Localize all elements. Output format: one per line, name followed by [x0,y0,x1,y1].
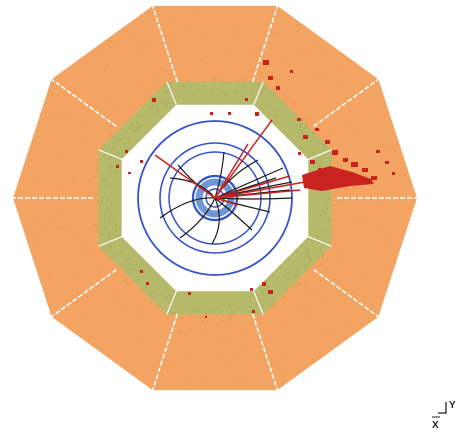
energy-deposit [152,98,156,102]
tracker-ring-inner [168,151,262,245]
energy-deposit [245,98,248,101]
inner-calorimeter-texture [93,75,340,323]
energy-deposit [290,70,293,73]
energy-deposit [371,176,377,180]
axis-tick-icon [438,402,447,414]
energy-deposit [252,310,255,313]
energy-deposit [262,282,266,286]
energy-deposit [263,60,269,65]
track [179,197,216,239]
vertex-ring-outer [191,174,239,222]
energy-deposit [297,118,301,121]
energetic-track [214,197,239,206]
jet-deposit [302,166,374,191]
axis-indicator: Y X [432,400,456,431]
energy-deposit [343,158,348,162]
track [214,151,225,199]
energetic-track [214,189,301,199]
energy-deposit [376,150,380,153]
energy-deposits [116,60,395,318]
energy-deposit [205,316,207,318]
energy-deposit [250,288,253,291]
x-axis-label: X [432,420,439,431]
track [214,197,253,231]
energetic-track [214,119,273,199]
outer-calorimeter-texture [28,13,404,387]
track [159,197,216,219]
energy-deposit [116,165,119,168]
energetic-track [154,154,216,199]
tracker-ring-middle [159,142,271,254]
energy-deposit [128,172,131,174]
energy-deposit [210,112,213,115]
y-axis-label: Y [449,400,456,411]
energy-deposit [385,161,389,164]
energy-deposit [351,162,358,167]
energy-deposit [310,160,315,164]
energy-deposit [140,160,143,163]
energy-deposit [315,128,319,131]
energy-deposit [362,168,368,172]
energy-deposit [332,150,338,155]
energy-deposit [276,86,280,90]
energy-deposit [325,140,330,144]
energy-deposit [303,135,308,139]
calorimeter-segment-lines [13,5,417,391]
energy-deposit [392,172,395,175]
energetic-track [214,181,306,199]
energy-deposit [228,112,231,115]
energy-deposit [268,76,273,80]
energy-deposit [140,270,143,273]
energetic-track [214,175,291,199]
energy-deposit [125,150,128,153]
energy-deposit [188,292,191,295]
energy-deposit [298,152,301,155]
energy-deposit [268,290,273,294]
vertex-ring-fill [195,178,235,218]
energy-deposit [255,112,259,116]
track [214,197,293,200]
energy-deposit [146,282,149,285]
high-energy-tracks [154,119,306,206]
energetic-track [214,143,249,199]
track [211,197,220,245]
